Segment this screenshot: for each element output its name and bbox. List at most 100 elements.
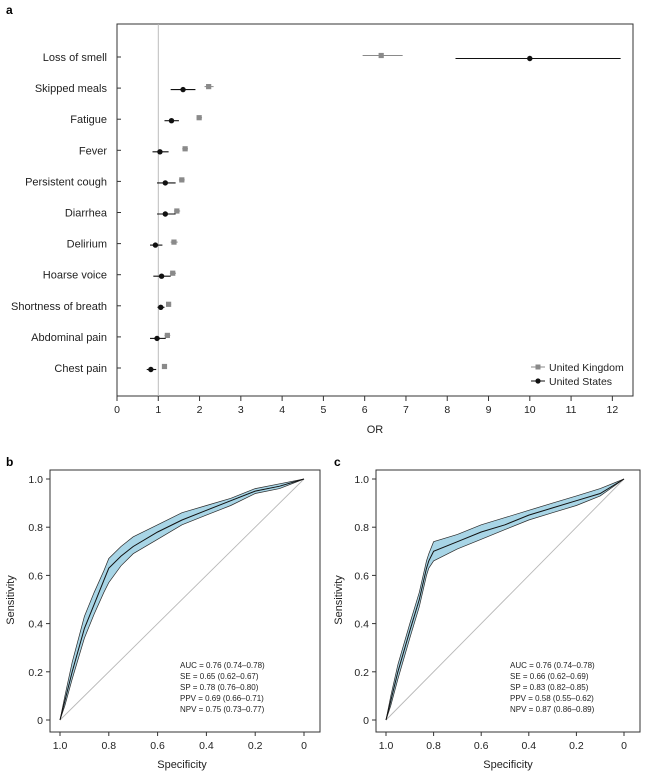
- x-tick-label: 12: [607, 404, 619, 416]
- category-label: Persistent cough: [25, 176, 107, 188]
- plot-frame: [375, 469, 641, 733]
- x-tick-label: 1: [155, 404, 161, 416]
- panel-label-b: b: [6, 455, 13, 469]
- roc-plot-c: 1.0 0.8 0.6 0.4 0.2 0 0 0.2 0.4 0.6 0.8 1.0 Specifi…: [333, 469, 641, 771]
- y-tick-label: 0.2: [354, 667, 369, 679]
- y-tick-label: 0.2: [28, 667, 43, 679]
- category-label: Diarrhea: [65, 208, 108, 220]
- roc-plot-b: 1.0 0.8 0.6 0.4 0.2 0 0 0.2 0.4 0.6 0.8 1.0 Specifi…: [5, 469, 321, 771]
- point-uk: [182, 146, 188, 152]
- panel-label-a: a: [6, 3, 13, 17]
- x-tick-label: 2: [197, 404, 203, 416]
- x-axis-title: Specificity: [157, 759, 207, 771]
- category-label: Abdominal pain: [31, 332, 107, 344]
- point-uk: [179, 177, 185, 183]
- y-tick-label: 0.6: [28, 570, 43, 582]
- diagonal-line: [385, 478, 625, 721]
- point-uk: [164, 332, 170, 338]
- category-label: Skipped meals: [35, 83, 108, 95]
- x-tick-label: 7: [403, 404, 409, 416]
- stat-auc: AUC = 0.76 (0.74–0.78): [180, 661, 265, 670]
- point-uk: [174, 208, 180, 214]
- category-label: Hoarse voice: [43, 270, 107, 282]
- x-axis-title: OR: [367, 424, 384, 436]
- stat-ppv: PPV = 0.69 (0.66–0.71): [180, 694, 264, 703]
- x-tick-label: 8: [444, 404, 450, 416]
- point-us: [152, 242, 159, 248]
- point-us: [527, 55, 533, 62]
- point-uk: [206, 84, 212, 90]
- x-tick-label: 0: [621, 740, 627, 752]
- x-tick-label: 0.2: [569, 740, 584, 752]
- x-tick-label: 0.4: [199, 740, 214, 752]
- category-label: Delirium: [67, 239, 107, 251]
- roc-curve: [385, 478, 625, 721]
- category-label: Loss of smell: [43, 52, 107, 64]
- point-uk: [171, 239, 177, 245]
- x-tick-label: 0.4: [521, 740, 536, 752]
- x-tick-label: 10: [524, 404, 536, 416]
- stat-npv: NPV = 0.87 (0.86–0.89): [510, 705, 595, 714]
- y-axis-title: Sensitivity: [333, 575, 345, 625]
- legend-marker-uk: [535, 364, 541, 370]
- category-label: Shortness of breath: [11, 301, 107, 313]
- stat-auc: AUC = 0.76 (0.74–0.78): [510, 661, 595, 670]
- forest-marks: Loss of smell Skipped meals Fatigue Fever Pe…: [11, 24, 621, 396]
- point-uk: [166, 301, 172, 307]
- point-us: [148, 366, 154, 373]
- x-tick-label: 0.8: [426, 740, 441, 752]
- stat-sp: SP = 0.78 (0.76–0.80): [180, 683, 259, 692]
- x-tick-label: 0.2: [248, 740, 263, 752]
- stats-box: AUC = 0.76 (0.74–0.78) SE = 0.65 (0.62–0…: [180, 661, 265, 714]
- stats-box: AUC = 0.76 (0.74–0.78) SE = 0.66 (0.62–0…: [510, 661, 595, 714]
- x-tick-label: 5: [320, 404, 326, 416]
- x-tick-label: 4: [279, 404, 285, 416]
- x-tick-label: 1.0: [379, 740, 394, 752]
- point-us: [158, 273, 165, 279]
- x-tick-label: 3: [238, 404, 244, 416]
- point-us: [168, 118, 175, 124]
- panel-label-c: c: [334, 455, 341, 469]
- y-tick-label: 1.0: [28, 474, 43, 486]
- category-label: Fatigue: [70, 114, 107, 126]
- stat-se: SE = 0.65 (0.62–0.67): [180, 672, 259, 681]
- point-us: [162, 180, 168, 186]
- legend: United Kingdom United States: [531, 362, 624, 388]
- y-tick-label: 0.8: [28, 522, 43, 534]
- point-uk: [196, 115, 202, 121]
- roc-content: 1.0 0.8 0.6 0.4 0.2 0 0 0.2 0.4 0.6 0.8 1.0: [354, 474, 627, 752]
- x-tick-label: 0: [301, 740, 307, 752]
- y-tick-label: 0.8: [354, 522, 369, 534]
- stat-se: SE = 0.66 (0.62–0.69): [510, 672, 589, 681]
- x-tick-label: 11: [566, 404, 577, 416]
- plot-frame: [49, 469, 321, 733]
- point-us: [157, 149, 163, 155]
- y-tick-label: 0.4: [354, 619, 369, 631]
- point-uk: [378, 52, 384, 59]
- point-us: [180, 86, 186, 93]
- x-tick-label: 1.0: [53, 740, 68, 752]
- category-label: Fever: [79, 145, 107, 157]
- y-tick-label: 0: [37, 715, 43, 727]
- y-axis-title: Sensitivity: [5, 575, 17, 625]
- point-us: [162, 211, 168, 217]
- x-axis-title: Specificity: [483, 759, 533, 771]
- legend-label-uk: United Kingdom: [549, 362, 624, 374]
- y-tick-label: 0.4: [28, 619, 43, 631]
- x-tick-label: 6: [362, 404, 368, 416]
- plot-frame: [116, 23, 634, 397]
- stat-sp: SP = 0.83 (0.82–0.85): [510, 683, 589, 692]
- x-tick-label: 0: [114, 404, 120, 416]
- stat-npv: NPV = 0.75 (0.73–0.77): [180, 705, 265, 714]
- diagonal-line: [59, 478, 305, 721]
- legend-label-us: United States: [549, 376, 612, 388]
- x-axis: 0 1 2 3 4 5 6 7 8 9 10 11 12: [114, 396, 618, 416]
- point-uk: [161, 363, 168, 370]
- y-tick-label: 0: [363, 715, 369, 727]
- category-label: Chest pain: [54, 363, 107, 375]
- point-us: [158, 304, 164, 310]
- y-tick-label: 1.0: [354, 474, 369, 486]
- x-tick-label: 9: [486, 404, 492, 416]
